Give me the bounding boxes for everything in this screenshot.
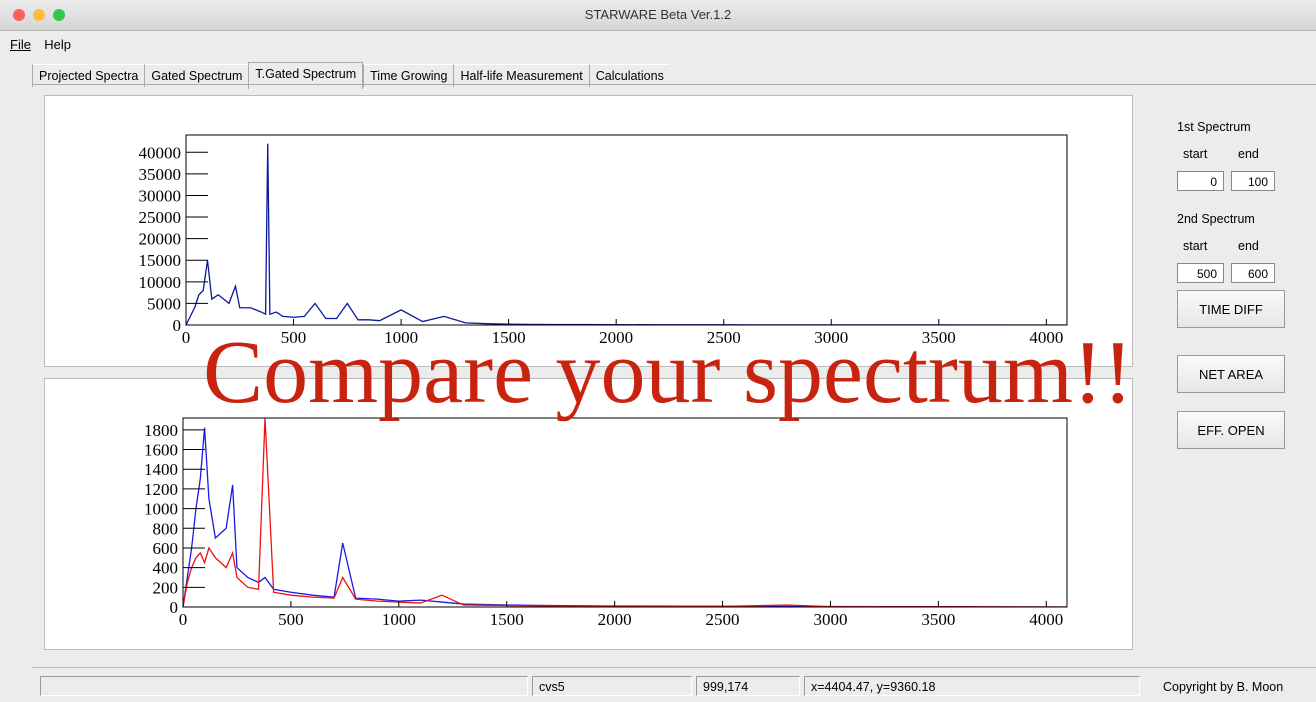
label: end	[1238, 147, 1259, 161]
y-tick-label: 10000	[139, 273, 182, 292]
tab[interactable]: Half-life Measurement	[453, 64, 589, 87]
x-tick-label: 2000	[598, 610, 632, 629]
tab[interactable]: Projected Spectra	[32, 64, 145, 87]
tab[interactable]: Calculations	[588, 64, 670, 87]
menu-item[interactable]: File	[10, 37, 31, 52]
y-tick-label: 600	[153, 539, 179, 558]
canvas-pad	[44, 95, 1133, 367]
y-tick-label: 20000	[139, 230, 182, 249]
spectrum-line	[183, 418, 1067, 607]
y-tick-label: 35000	[139, 165, 182, 184]
menu-bar: File Help	[10, 37, 81, 52]
status-field: x=4404.47, y=9360.18	[804, 676, 1140, 696]
x-tick-label: 500	[278, 610, 304, 629]
y-tick-label: 1600	[144, 441, 178, 460]
label: end	[1238, 239, 1259, 253]
x-tick-label: 500	[281, 328, 307, 347]
x-tick-label: 3000	[814, 328, 848, 347]
text-input[interactable]: 100	[1231, 171, 1275, 191]
y-tick-label: 5000	[147, 294, 181, 313]
tab-panel	[32, 84, 1316, 669]
y-tick-label: 30000	[139, 186, 182, 205]
spectrum-line	[183, 427, 1067, 607]
y-tick-label: 1000	[144, 500, 178, 519]
separator	[32, 667, 1316, 668]
minimize-button[interactable]	[33, 9, 45, 21]
tab-bar: Projected Spectra Gated Spectrum T.Gated S…	[32, 62, 670, 89]
status-field: 999,174	[696, 676, 800, 696]
y-tick-label: 1400	[144, 460, 178, 479]
x-tick-label: 2500	[707, 328, 741, 347]
x-tick-label: 3000	[813, 610, 847, 629]
y-tick-label: 400	[153, 559, 179, 578]
plot: 0500010000150002000025000300003500040000…	[139, 134, 1068, 347]
x-tick-label: 2500	[706, 610, 740, 629]
text-input[interactable]: 500	[1177, 263, 1224, 283]
x-tick-label: 0	[182, 328, 191, 347]
tab[interactable]: Time Growing	[363, 64, 454, 87]
button[interactable]: NET AREA	[1177, 355, 1285, 393]
menu-item[interactable]: Help	[44, 37, 72, 52]
label: start	[1183, 147, 1208, 161]
close-button[interactable]	[13, 9, 25, 21]
plot-frame	[185, 134, 1068, 326]
text-input[interactable]: 0	[1177, 171, 1224, 191]
text-input[interactable]: 600	[1231, 263, 1275, 283]
x-tick-label: 1500	[490, 610, 524, 629]
y-tick-label: 200	[153, 578, 179, 597]
y-tick-label: 0	[170, 598, 179, 617]
copyright: Copyright by B. Moon	[1163, 680, 1284, 694]
y-tick-label: 15000	[139, 251, 182, 270]
x-tick-label: 1000	[384, 328, 418, 347]
x-tick-label: 1500	[492, 328, 526, 347]
button[interactable]: EFF. OPEN	[1177, 411, 1285, 449]
tab[interactable]: Gated Spectrum	[144, 64, 249, 87]
y-tick-label: 800	[153, 519, 179, 538]
status-field: cvs5	[532, 676, 692, 696]
status-field	[40, 676, 528, 696]
window-title: STARWARE Beta Ver.1.2	[584, 7, 732, 22]
x-tick-label: 2000	[599, 328, 633, 347]
y-tick-label: 1800	[144, 421, 178, 440]
y-tick-label: 25000	[139, 208, 182, 227]
zoom-button[interactable]	[53, 9, 65, 21]
overlay-text: Compare your spectrum!!	[203, 323, 1133, 422]
spectrum-line	[186, 143, 1067, 325]
canvas-pad	[44, 378, 1133, 650]
y-tick-label: 1200	[144, 480, 178, 499]
x-tick-label: 0	[179, 610, 188, 629]
plot-frame	[182, 417, 1068, 608]
label: 1st Spectrum	[1177, 120, 1251, 134]
title-bar: STARWARE Beta Ver.1.2	[0, 0, 1316, 31]
x-tick-label: 3500	[922, 328, 956, 347]
button[interactable]: TIME DIFF	[1177, 290, 1285, 328]
x-tick-label: 1000	[382, 610, 416, 629]
label: 2nd Spectrum	[1177, 212, 1255, 226]
x-tick-label: 4000	[1029, 328, 1063, 347]
x-tick-label: 4000	[1029, 610, 1063, 629]
label: start	[1183, 239, 1208, 253]
x-tick-label: 3500	[921, 610, 955, 629]
y-tick-label: 40000	[139, 143, 182, 162]
y-tick-label: 0	[173, 316, 182, 335]
